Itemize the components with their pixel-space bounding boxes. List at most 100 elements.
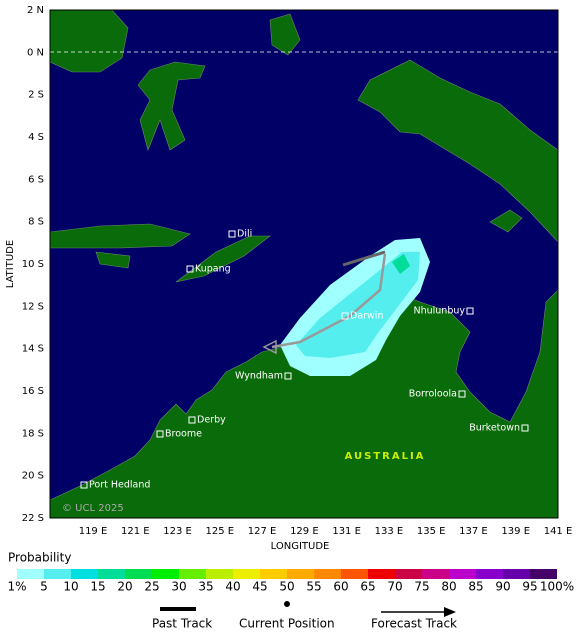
lon-label: 127 E bbox=[248, 526, 277, 537]
colorbar-label: 25 bbox=[144, 580, 159, 594]
lat-label: 8 S bbox=[28, 217, 44, 228]
colorbar-bin bbox=[179, 569, 206, 579]
colorbar-label: 30 bbox=[171, 580, 186, 594]
place-label: Borroloola bbox=[409, 389, 457, 400]
lon-label: 141 E bbox=[544, 526, 573, 537]
place-marker bbox=[521, 424, 529, 432]
lat-label: 16 S bbox=[22, 386, 44, 397]
place-marker bbox=[341, 312, 349, 320]
place-label: Darwin bbox=[350, 311, 383, 322]
place-marker bbox=[186, 265, 194, 273]
place-label: Broome bbox=[165, 429, 202, 440]
colorbar-label: 5 bbox=[40, 580, 48, 594]
colorbar-label: 15 bbox=[90, 580, 105, 594]
probability-swath bbox=[280, 238, 430, 376]
colorbar-bin bbox=[125, 569, 152, 579]
lon-label: 131 E bbox=[332, 526, 361, 537]
colorbar-label: 70 bbox=[387, 580, 402, 594]
lat-label: 6 S bbox=[28, 174, 44, 185]
map-frame bbox=[49, 9, 559, 519]
colorbar-label: 40 bbox=[225, 580, 240, 594]
lat-label: 22 S bbox=[22, 513, 44, 524]
forecast-arrow bbox=[262, 339, 277, 355]
colorbar-bin bbox=[287, 569, 314, 579]
colorbar-label: 100% bbox=[540, 580, 574, 594]
place-label: Dili bbox=[237, 229, 252, 240]
place-label: Derby bbox=[197, 415, 226, 426]
colorbar-bin bbox=[503, 569, 530, 579]
place-label: Wyndham bbox=[235, 371, 283, 382]
colorbar-bin bbox=[395, 569, 422, 579]
colorbar-label: 45 bbox=[252, 580, 267, 594]
colorbar-label: 85 bbox=[468, 580, 483, 594]
place-label: Port Hedland bbox=[89, 480, 150, 491]
colorbar-bin bbox=[233, 569, 260, 579]
colorbar-label: 65 bbox=[360, 580, 375, 594]
lon-label: 135 E bbox=[417, 526, 446, 537]
colorbar-bin bbox=[98, 569, 125, 579]
place-marker bbox=[458, 390, 466, 398]
place-label: Burketown bbox=[469, 423, 520, 434]
place-marker bbox=[188, 416, 196, 424]
colorbar-bin bbox=[71, 569, 98, 579]
colorbar-label: 55 bbox=[306, 580, 321, 594]
lat-label: 10 S bbox=[22, 259, 44, 270]
lat-label: 2 S bbox=[28, 90, 44, 101]
colorbar-bin bbox=[44, 569, 71, 579]
colorbar-bin bbox=[260, 569, 287, 579]
place-label: Nhulunbuy bbox=[413, 306, 465, 317]
current-position-key bbox=[284, 601, 290, 607]
colorbar-label: 60 bbox=[333, 580, 348, 594]
lon-label: 139 E bbox=[501, 526, 530, 537]
place-marker bbox=[284, 372, 292, 380]
colorbar-label: 1% bbox=[7, 580, 26, 594]
forecast-track bbox=[271, 253, 387, 349]
lat-label: 20 S bbox=[22, 471, 44, 482]
colorbar-bin bbox=[341, 569, 368, 579]
colorbar-label: 80 bbox=[441, 580, 456, 594]
colorbar-label: 35 bbox=[198, 580, 213, 594]
colorbar-bin bbox=[449, 569, 476, 579]
place-marker bbox=[466, 307, 474, 315]
colorbar-label: 95 bbox=[522, 580, 537, 594]
region-label: AUSTRALIA bbox=[345, 451, 426, 462]
y-axis-label: LATITUDE bbox=[5, 240, 16, 288]
lon-label: 123 E bbox=[163, 526, 192, 537]
colorbar-bin bbox=[17, 569, 44, 579]
lon-label: 125 E bbox=[206, 526, 235, 537]
legend-item: Forecast Track bbox=[371, 617, 457, 631]
colorbar-label: 10 bbox=[63, 580, 78, 594]
lat-label: 12 S bbox=[22, 301, 44, 312]
colorbar-bin bbox=[206, 569, 233, 579]
lon-label: 133 E bbox=[375, 526, 404, 537]
colorbar-bin bbox=[530, 569, 557, 579]
x-axis-label: LONGITUDE bbox=[271, 541, 330, 552]
place-marker bbox=[228, 230, 236, 238]
lon-label: 119 E bbox=[79, 526, 108, 537]
lon-label: 137 E bbox=[459, 526, 488, 537]
colorbar-bin bbox=[152, 569, 179, 579]
legend-item: Current Position bbox=[239, 617, 335, 631]
colorbar-label: 90 bbox=[495, 580, 510, 594]
past-track bbox=[342, 250, 386, 267]
legend-item: Past Track bbox=[152, 617, 212, 631]
lat-label: 4 S bbox=[28, 132, 44, 143]
place-label: Kupang bbox=[195, 264, 231, 275]
colorbar-label: 20 bbox=[117, 580, 132, 594]
colorbar-bin bbox=[422, 569, 449, 579]
lat-label: 2 N bbox=[27, 5, 44, 16]
colorbar-bin bbox=[368, 569, 395, 579]
lat-label: 18 S bbox=[22, 428, 44, 439]
place-marker bbox=[80, 481, 88, 489]
colorbar-bin bbox=[314, 569, 341, 579]
colorbar-label: 75 bbox=[414, 580, 429, 594]
lat-label: 14 S bbox=[22, 344, 44, 355]
legend-title: Probability bbox=[8, 551, 71, 565]
lat-label: 0 N bbox=[27, 47, 44, 58]
lon-label: 129 E bbox=[290, 526, 319, 537]
place-marker bbox=[156, 430, 164, 438]
colorbar-bin bbox=[476, 569, 503, 579]
copyright: © UCL 2025 bbox=[62, 503, 124, 514]
lon-label: 121 E bbox=[121, 526, 150, 537]
